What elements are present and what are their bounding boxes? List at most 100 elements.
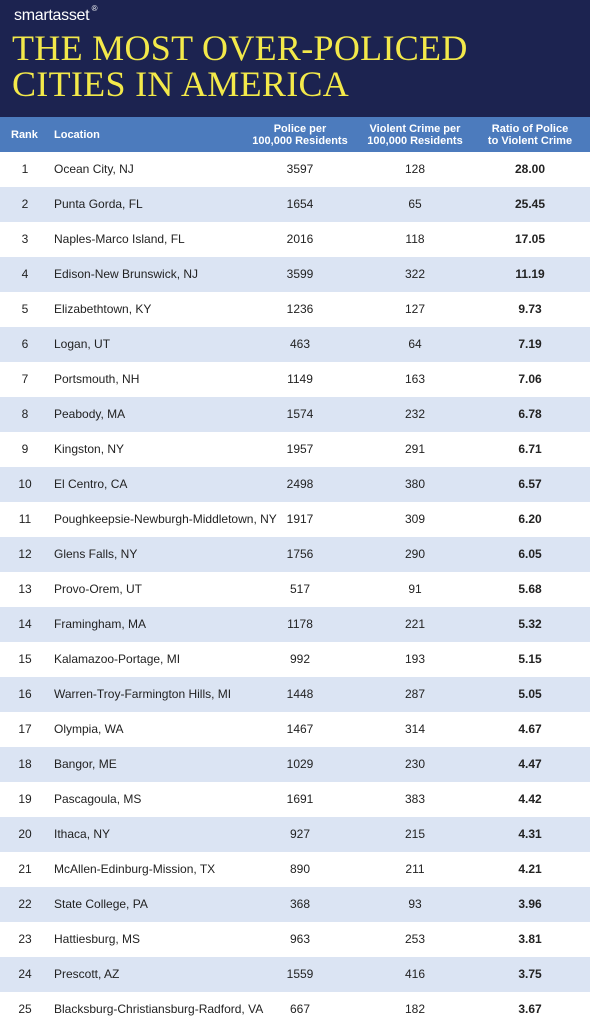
rank-cell: 7	[21, 372, 29, 386]
rank-cell: 1	[21, 162, 29, 176]
table-row: 21 McAllen-Edinburg-Mission, TX 890 211 4.21	[0, 852, 590, 887]
column-header-ratio-label: Ratio of Police to Violent Crime	[487, 122, 573, 147]
table-row: 19 Pascagoula, MS 1691 383 4.42	[0, 782, 590, 817]
police-cell: 463	[289, 337, 311, 351]
police-cell: 1654	[286, 197, 314, 211]
police-cell: 890	[289, 862, 311, 876]
rank-cell: 21	[18, 862, 32, 876]
crime-cell: 309	[404, 512, 426, 526]
ratio-cell: 4.47	[518, 757, 542, 771]
police-cell: 3599	[286, 267, 314, 281]
table-row: 4 Edison-New Brunswick, NJ 3599 322 11.19	[0, 257, 590, 292]
page-title: THE MOST OVER-POLICED CITIES IN AMERICA	[12, 30, 468, 102]
location-cell: Naples-Marco Island, FL	[54, 232, 185, 246]
location-cell: Bangor, ME	[54, 757, 117, 771]
police-cell: 1467	[286, 722, 314, 736]
ratio-cell: 5.32	[518, 617, 542, 631]
crime-cell: 127	[404, 302, 426, 316]
rank-cell: 14	[18, 617, 32, 631]
crime-cell: 211	[405, 862, 425, 876]
rank-cell: 15	[18, 652, 32, 666]
location-cell: State College, PA	[54, 897, 148, 911]
rank-cell: 23	[18, 932, 32, 946]
police-cell: 2016	[286, 232, 314, 246]
crime-cell: 221	[404, 617, 426, 631]
location-cell: Provo-Orem, UT	[54, 582, 143, 596]
column-header-crime-label: Violent Crime per 100,000 Residents	[367, 122, 463, 147]
rank-cell: 18	[18, 757, 32, 771]
crime-cell: 291	[404, 442, 426, 456]
brand-logo: smartasset ®	[14, 4, 98, 25]
police-cell: 667	[289, 1002, 311, 1016]
police-cell: 1149	[287, 372, 313, 386]
rank-cell: 8	[21, 407, 29, 421]
rank-cell: 5	[21, 302, 29, 316]
table-row: 15 Kalamazoo-Portage, MI 992 193 5.15	[0, 642, 590, 677]
table-row: 23 Hattiesburg, MS 963 253 3.81	[0, 922, 590, 957]
location-cell: Logan, UT	[54, 337, 111, 351]
ratio-cell: 4.42	[518, 792, 542, 806]
crime-cell: 416	[404, 967, 426, 981]
table-body: 1 Ocean City, NJ 3597 128 28.00 2 Punta Gorda,…	[0, 152, 590, 1027]
column-header-rank: Rank	[11, 128, 38, 141]
rank-cell: 19	[18, 792, 32, 806]
crime-cell: 163	[404, 372, 426, 386]
ratio-cell: 28.00	[514, 162, 546, 176]
location-cell: Pascagoula, MS	[54, 792, 142, 806]
ratio-cell: 4.21	[518, 862, 542, 876]
table-row: 14 Framingham, MA 1178 221 5.32	[0, 607, 590, 642]
table-row: 3 Naples-Marco Island, FL 2016 118 17.05	[0, 222, 590, 257]
header-banner: smartasset ® THE MOST OVER-POLICED CITIES…	[0, 0, 590, 117]
ratio-cell: 3.67	[518, 1002, 542, 1016]
table-row: 13 Provo-Orem, UT 517 91 5.68	[0, 572, 590, 607]
location-cell: Punta Gorda, FL	[54, 197, 143, 211]
ratio-cell: 9.73	[518, 302, 542, 316]
rank-cell: 11	[18, 512, 32, 526]
rank-cell: 17	[18, 722, 32, 736]
rank-cell: 25	[18, 1002, 32, 1016]
rank-cell: 6	[21, 337, 29, 351]
ratio-cell: 17.05	[514, 232, 546, 246]
location-cell: Poughkeepsie-Newburgh-Middletown, NY	[54, 512, 277, 526]
location-cell: Kingston, NY	[54, 442, 125, 456]
column-header-police-label: Police per 100,000 Residents	[252, 122, 348, 147]
ratio-cell: 3.96	[518, 897, 542, 911]
location-cell: Portsmouth, NH	[54, 372, 140, 386]
crime-cell: 118	[405, 232, 425, 246]
table-row: 8 Peabody, MA 1574 232 6.78	[0, 397, 590, 432]
rank-cell: 9	[21, 442, 29, 456]
registered-mark: ®	[91, 4, 98, 13]
ratio-cell: 3.75	[518, 967, 542, 981]
police-cell: 1178	[287, 617, 313, 631]
crime-cell: 314	[404, 722, 426, 736]
rank-cell: 22	[18, 897, 32, 911]
ratio-cell: 4.67	[518, 722, 542, 736]
location-cell: Edison-New Brunswick, NJ	[54, 267, 199, 281]
ratio-cell: 6.71	[518, 442, 542, 456]
crime-cell: 215	[404, 827, 426, 841]
police-cell: 992	[289, 652, 311, 666]
location-cell: Ithaca, NY	[54, 827, 111, 841]
crime-cell: 290	[404, 547, 426, 561]
ratio-cell: 3.81	[518, 932, 542, 946]
table-row: 10 El Centro, CA 2498 380 6.57	[0, 467, 590, 502]
location-cell: Kalamazoo-Portage, MI	[54, 652, 181, 666]
ratio-cell: 25.45	[514, 197, 546, 211]
table-row: 25 Blacksburg-Christiansburg-Radford, VA 6…	[0, 992, 590, 1027]
table-header: Rank Location Police per 100,000 Resident…	[0, 117, 590, 152]
rank-cell: 3	[21, 232, 29, 246]
ratio-cell: 4.31	[518, 827, 542, 841]
rank-cell: 24	[18, 967, 32, 981]
table-row: 17 Olympia, WA 1467 314 4.67	[0, 712, 590, 747]
brand-name-light: asset	[52, 7, 90, 24]
table-row: 5 Elizabethtown, KY 1236 127 9.73	[0, 292, 590, 327]
ratio-cell: 7.06	[518, 372, 542, 386]
title-line-1: THE MOST OVER-POLICED	[12, 28, 468, 68]
location-cell: Elizabethtown, KY	[54, 302, 152, 316]
title-line-2: CITIES IN AMERICA	[12, 64, 350, 104]
ratio-cell: 6.57	[518, 477, 542, 491]
location-cell: Olympia, WA	[54, 722, 124, 736]
table-row: 11 Poughkeepsie-Newburgh-Middletown, NY 19…	[0, 502, 590, 537]
ratio-cell: 5.68	[518, 582, 542, 596]
crime-cell: 287	[404, 687, 426, 701]
